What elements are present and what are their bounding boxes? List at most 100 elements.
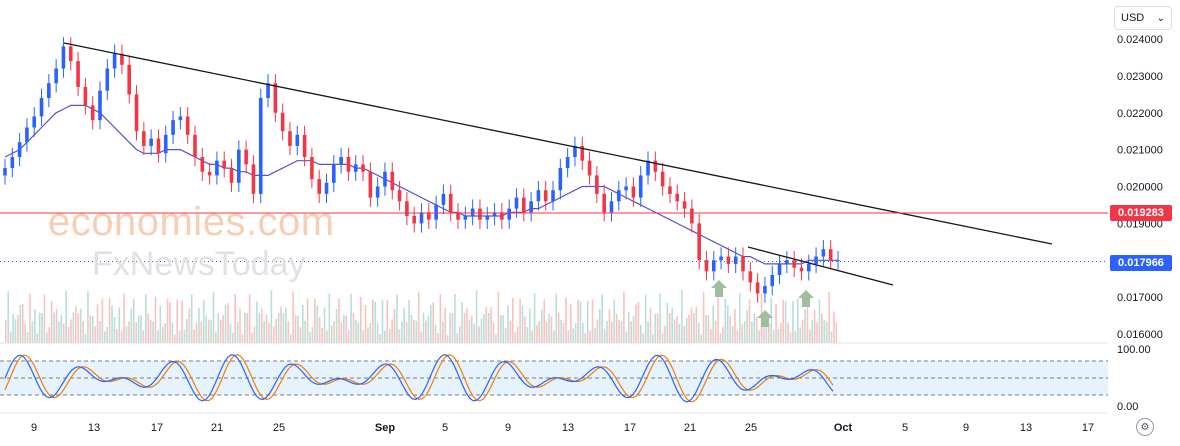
- volume-bar: [596, 319, 599, 343]
- volume-bar: [787, 322, 789, 343]
- price-tick-label: 0.022000: [1117, 108, 1163, 120]
- volume-bar: [120, 330, 123, 343]
- volume-bar: [743, 320, 746, 343]
- candle-body: [500, 212, 504, 220]
- volume-bar: [287, 321, 290, 343]
- volume-bar: [253, 326, 256, 343]
- up-arrow-icon: [798, 290, 814, 307]
- volume-bar: [495, 334, 497, 343]
- volume-bar: [236, 321, 239, 343]
- volume-bar: [582, 322, 584, 343]
- volume-bar: [676, 315, 678, 343]
- stochastic-oscillator: [0, 342, 1108, 414]
- volume-bar: [101, 298, 104, 343]
- volume-bar: [524, 316, 526, 343]
- volume-bar: [413, 319, 415, 343]
- candle-body: [332, 164, 336, 183]
- candle-body: [251, 164, 256, 194]
- time-tick-label: 17: [1082, 422, 1094, 434]
- volume-bar: [516, 326, 519, 343]
- candlesticks: [3, 37, 840, 303]
- volume-bar: [758, 330, 760, 343]
- stochastic-tick-label: 0.00: [1117, 401, 1138, 413]
- watermark-fxnewstoday: FxNewsToday: [92, 245, 306, 283]
- candle-body: [98, 90, 102, 121]
- candle-body: [580, 145, 585, 161]
- volume-bar: [763, 312, 765, 343]
- volume-bar: [425, 320, 427, 343]
- candle-body: [675, 193, 680, 202]
- candle-body: [770, 275, 775, 287]
- volume-bar: [12, 313, 14, 343]
- candle-body: [631, 186, 636, 198]
- candle-body: [682, 201, 687, 209]
- volume-bar: [159, 305, 162, 343]
- volume-bar: [82, 321, 84, 343]
- price-tick-label: 0.019000: [1117, 218, 1163, 230]
- price-tick-label: 0.024000: [1117, 34, 1163, 46]
- candle-body: [565, 157, 570, 169]
- volume-bar: [251, 332, 253, 343]
- candle-body: [536, 190, 541, 202]
- volume-bar: [736, 330, 739, 343]
- volume-bar: [294, 315, 297, 343]
- candle-body: [207, 171, 212, 176]
- volume-bar: [379, 333, 381, 343]
- volume-bar: [289, 334, 292, 343]
- volume-bar: [422, 312, 425, 343]
- volume-bar: [741, 324, 744, 343]
- volume-bar: [116, 328, 118, 343]
- volume-bar: [659, 293, 661, 343]
- price-tick-label: 0.021000: [1117, 145, 1163, 157]
- volume-bar: [391, 319, 393, 343]
- volume-bar: [381, 300, 384, 343]
- volume-bar: [702, 292, 705, 343]
- volume-bar: [661, 333, 664, 343]
- volume-bar: [714, 320, 717, 343]
- volume-bar: [132, 298, 135, 343]
- time-tick-label: Sep: [375, 422, 395, 434]
- candle-body: [134, 94, 139, 132]
- volume-bar: [528, 308, 531, 343]
- volume-bar: [355, 319, 357, 343]
- volume-bar: [183, 329, 186, 343]
- candle-body: [463, 216, 468, 220]
- volume-bar: [65, 290, 67, 343]
- time-tick-label: 9: [31, 422, 37, 434]
- volume-bar: [338, 298, 340, 343]
- candle-body: [733, 256, 738, 264]
- volume-bar: [656, 313, 659, 343]
- volume-bar: [190, 294, 193, 343]
- candle-body: [660, 171, 665, 187]
- volume-bar: [456, 333, 459, 343]
- volume-bar: [415, 320, 418, 343]
- candle-body: [383, 171, 387, 187]
- volume-bar: [463, 312, 466, 343]
- currency-dropdown[interactable]: USD ⌄: [1114, 6, 1172, 30]
- candle-body: [324, 182, 329, 194]
- volume-bar: [722, 326, 724, 343]
- volume-bar: [470, 315, 473, 343]
- candle-body: [163, 134, 168, 154]
- volume-bar: [782, 299, 785, 343]
- volume-bar: [770, 297, 772, 343]
- volume-bar: [301, 304, 304, 343]
- candle-body: [25, 127, 29, 143]
- volume-bar: [683, 325, 686, 343]
- volume-bar: [644, 294, 647, 343]
- volume-bar: [526, 327, 529, 343]
- candle-body: [814, 256, 818, 264]
- volume-bar: [340, 322, 343, 343]
- downtrend-line-long: [63, 42, 1053, 245]
- volume-bar: [224, 304, 227, 343]
- candle-body: [799, 267, 804, 272]
- volume-bar: [693, 312, 695, 343]
- price-axis: 0.024000 0.023000 0.022000 0.021000 0.020000…: [1117, 34, 1163, 413]
- volume-bar: [311, 326, 314, 343]
- volume-bar: [620, 321, 623, 343]
- settings-gear-icon[interactable]: ⚙: [1136, 418, 1154, 436]
- volume-bar: [427, 315, 430, 343]
- candle-body: [638, 175, 643, 198]
- candle-body: [587, 160, 592, 176]
